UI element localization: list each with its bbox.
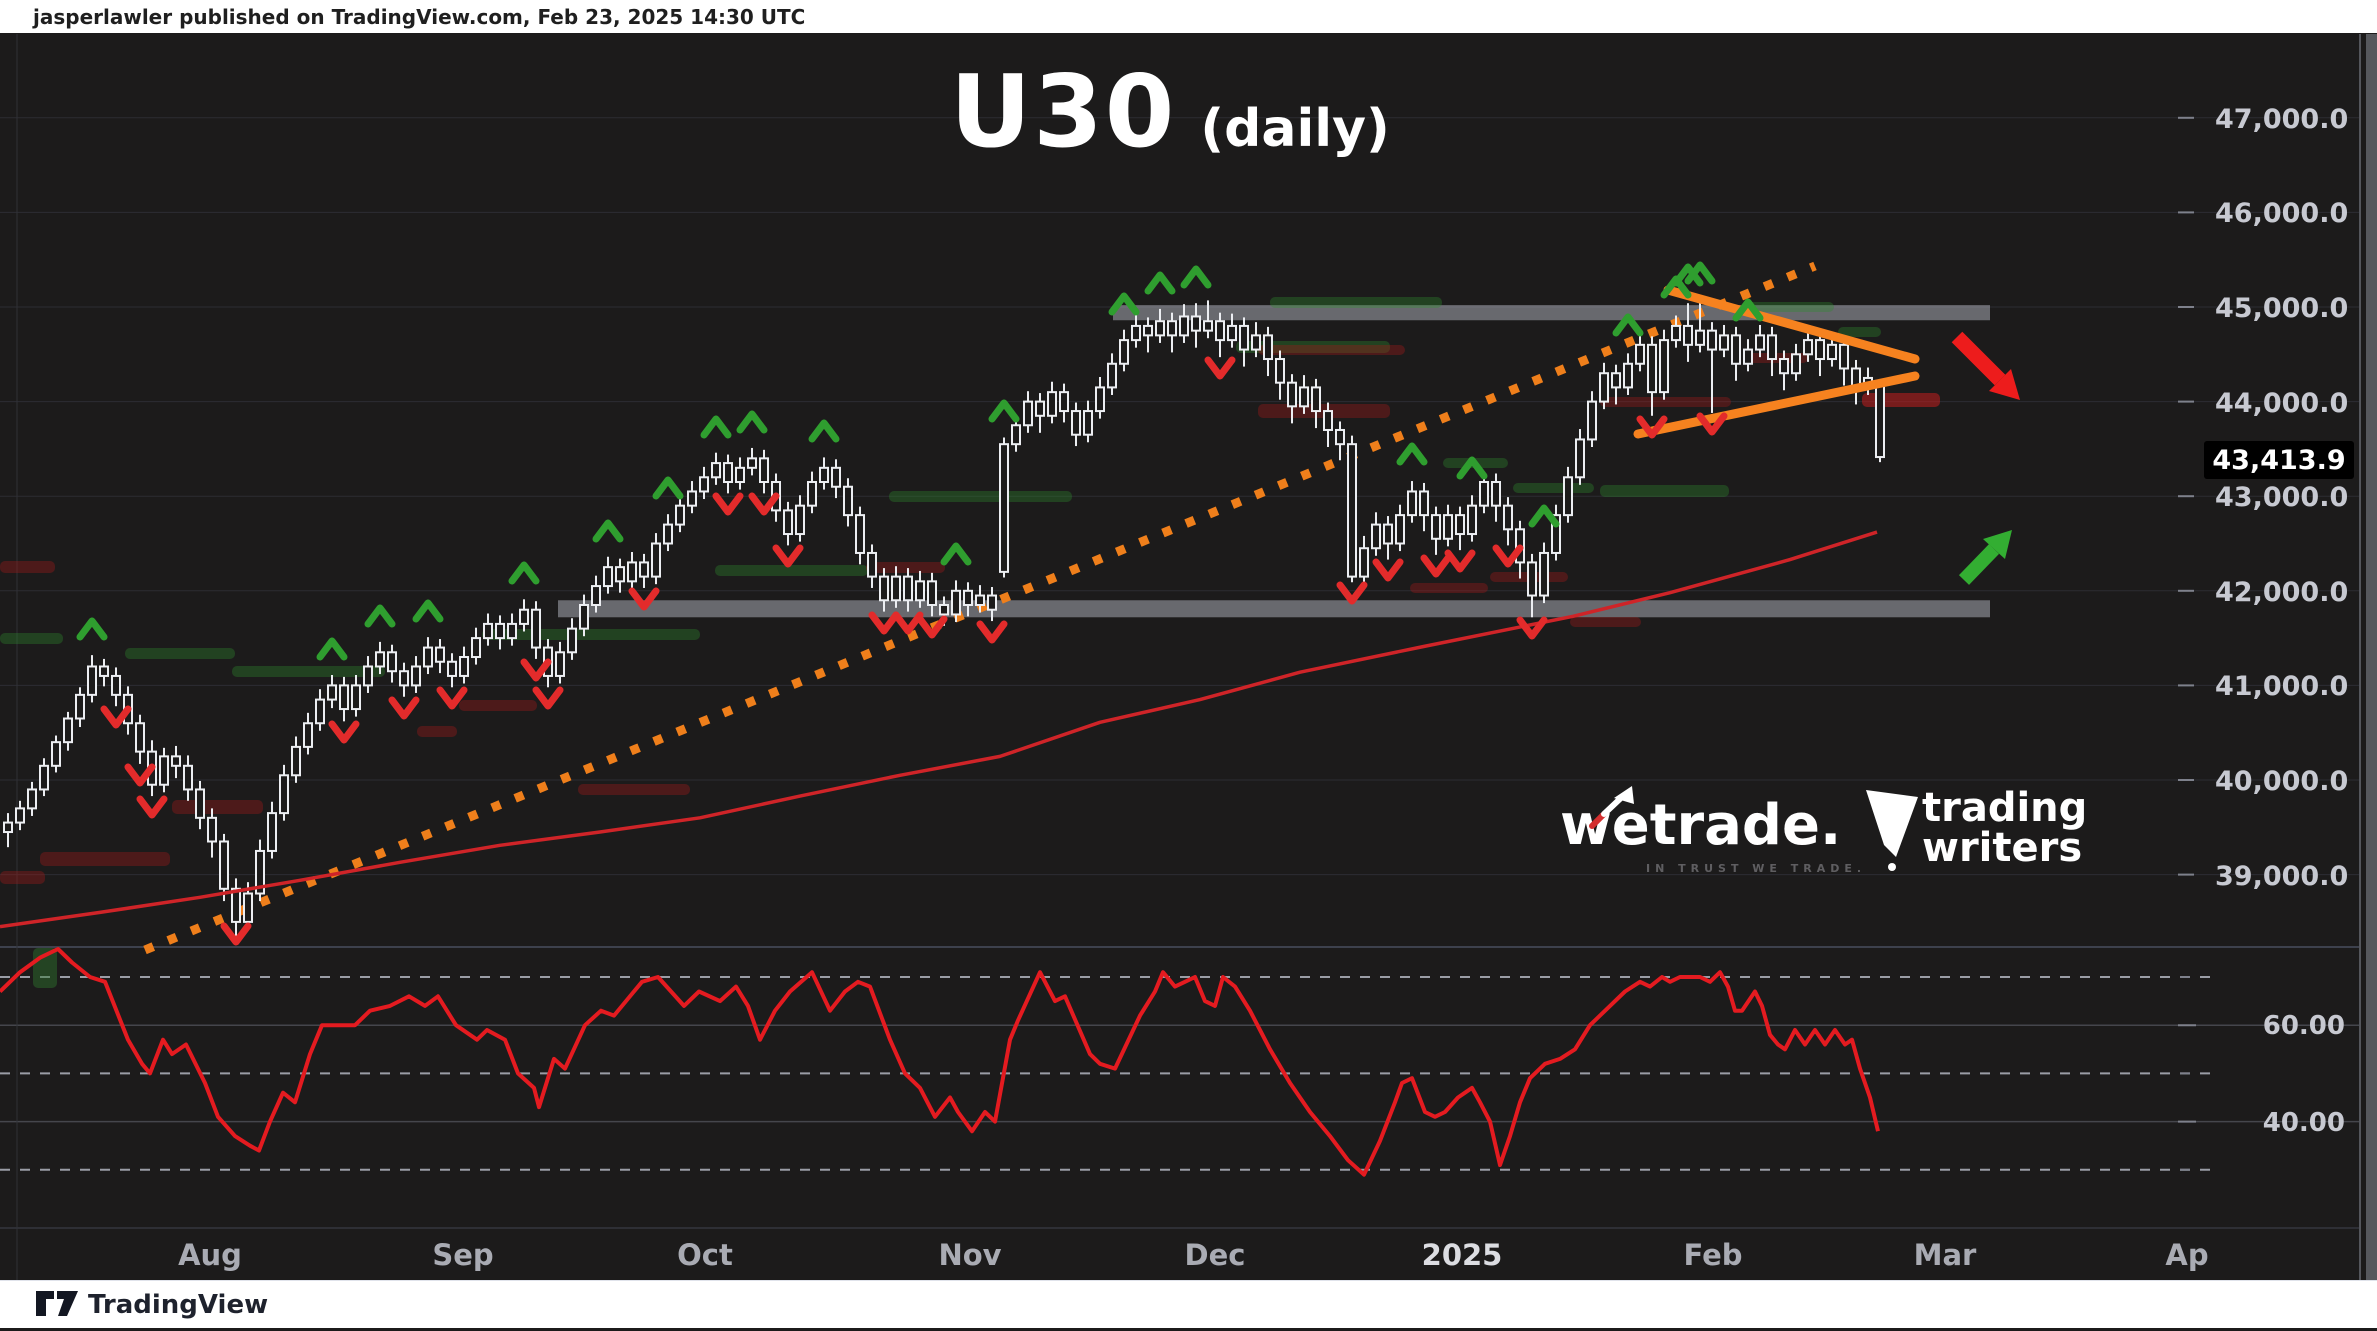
attribution-text: jasperlawler published on TradingView.co… <box>33 5 806 29</box>
price-label-45000: 45,000.0 <box>2215 293 2349 324</box>
attribution-bar: jasperlawler published on TradingView.co… <box>0 0 2377 33</box>
tradingview-brand-text[interactable]: TradingView <box>88 1290 269 1320</box>
rsi-label-40: 40.00 <box>2262 1108 2345 1138</box>
price-label-41000: 41,000.0 <box>2215 671 2349 702</box>
month-label-nov: Nov <box>938 1238 1002 1272</box>
trading-writers-icon <box>1866 790 1918 871</box>
timeframe-title: (daily) <box>1200 99 1390 159</box>
year-label-2025: 2025 <box>1421 1238 1503 1272</box>
price-label-40000: 40,000.0 <box>2215 766 2349 797</box>
month-label-apr: Ap <box>2165 1238 2209 1272</box>
wetrade-arrow-icon <box>1589 786 1634 829</box>
chart-title: U30 (daily) <box>950 62 1390 162</box>
trading-writers-watermark: trading writers <box>1922 788 2087 868</box>
month-label-mar: Mar <box>1913 1238 1977 1272</box>
month-label-oct: Oct <box>677 1238 733 1272</box>
month-label-sep: Sep <box>432 1238 494 1272</box>
price-label-39000: 39,000.0 <box>2215 861 2349 892</box>
rsi-label-60: 60.00 <box>2262 1011 2345 1041</box>
symbol-title: U30 <box>950 53 1177 170</box>
wetrade-watermark: wetrade. IN TRUST WE TRADE. <box>1560 786 1861 875</box>
price-label-44000: 44,000.0 <box>2215 388 2349 419</box>
price-label-46000: 46,000.0 <box>2215 198 2349 229</box>
trading-writers-line2: writers <box>1922 825 2083 871</box>
trading-writers-line1: trading <box>1922 785 2088 831</box>
tradingview-logo-icon[interactable] <box>36 1291 80 1317</box>
price-label-42000: 42,000.0 <box>2215 577 2349 608</box>
wetrade-tagline: IN TRUST WE TRADE. <box>1646 862 1867 875</box>
last-price-tag: 43,413.9 <box>2204 441 2354 479</box>
wetrade-logo-text: wetrade. <box>1560 793 1842 858</box>
footer-bar: TradingView <box>0 1280 2377 1328</box>
month-label-dec: Dec <box>1184 1238 1246 1272</box>
month-label-feb: Feb <box>1683 1238 1743 1272</box>
month-label-aug: Aug <box>178 1238 242 1272</box>
price-label-47000: 47,000.0 <box>2215 104 2349 135</box>
price-label-43000: 43,000.0 <box>2215 482 2349 513</box>
